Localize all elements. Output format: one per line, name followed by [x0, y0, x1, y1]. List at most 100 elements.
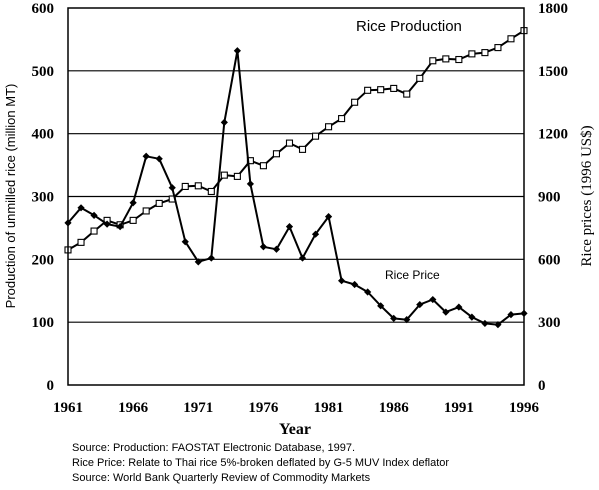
y-tick-label-left: 600 [32, 1, 55, 17]
y-tick-label-left: 400 [32, 127, 55, 143]
y-tick-label-right: 1800 [538, 1, 568, 17]
source-notes: Source: Production: FAOSTAT Electronic D… [72, 441, 449, 486]
source-note: Source: World Bank Quarterly Review of C… [72, 472, 371, 484]
production-point [429, 57, 437, 65]
y-tick-label-left: 200 [32, 252, 55, 268]
price-point [377, 302, 385, 310]
rice-chart: 0 100 200 300 400 500 600 0 300 600 900 1200 1500 18… [3, 1, 595, 438]
production-point [455, 55, 463, 64]
x-axis-ticks: 1961 1966 1971 1976 1981 1986 1991 1996 [53, 400, 540, 416]
x-tick-label: 1981 [314, 400, 344, 416]
price-point [390, 314, 398, 322]
x-tick-label: 1986 [379, 400, 410, 416]
production-point [351, 98, 359, 106]
price-point [311, 230, 320, 238]
left-axis-ticks: 0 100 200 300 400 500 600 [32, 1, 55, 394]
y-tick-label-left: 0 [47, 378, 55, 394]
x-tick-label: 1976 [248, 400, 279, 416]
production-point [325, 123, 333, 131]
production-point [259, 162, 267, 170]
price-point [455, 303, 463, 311]
source-note: Source: Production: FAOSTAT Electronic D… [72, 442, 356, 454]
production-point [468, 50, 476, 58]
production-point [285, 139, 294, 147]
x-tick-label: 1966 [118, 400, 149, 416]
y-tick-label-right: 1500 [538, 64, 568, 80]
price-point [468, 313, 476, 321]
price-annotation: Rice Price [385, 268, 440, 282]
y-axis-title-left: Production of unmilled rice (million MT) [3, 84, 18, 309]
price-point [246, 180, 254, 188]
production-point [298, 145, 307, 153]
y-tick-label-left: 300 [32, 190, 55, 206]
y-axis-title-right: Rice prices (1996 US$) [579, 125, 595, 266]
price-point [338, 277, 346, 285]
production-point [194, 182, 202, 190]
price-point [116, 223, 124, 231]
price-point [77, 204, 85, 212]
price-point [220, 118, 228, 126]
production-point [494, 44, 502, 52]
price-point [298, 254, 307, 262]
x-tick-label: 1961 [53, 400, 83, 416]
production-point [442, 55, 450, 63]
price-point [259, 243, 268, 251]
y-tick-label-right: 1200 [538, 127, 568, 143]
price-point [403, 316, 411, 324]
production-point [90, 227, 98, 235]
price-point [324, 213, 333, 221]
production-point [481, 49, 489, 57]
production-point [142, 207, 150, 215]
price-point [494, 321, 502, 329]
production-point [181, 182, 189, 190]
y-tick-label-right: 300 [538, 315, 561, 331]
gridlines [68, 70, 524, 323]
production-point [272, 150, 281, 158]
production-point [129, 216, 137, 224]
price-point [351, 280, 359, 289]
x-axis-title: Year [279, 421, 311, 438]
price-point [155, 155, 163, 163]
production-point [77, 238, 85, 246]
price-point [168, 184, 176, 192]
y-tick-label-right: 0 [538, 378, 546, 394]
y-tick-label-left: 100 [32, 315, 55, 331]
y-tick-label-right: 900 [538, 190, 561, 206]
price-point [181, 238, 189, 246]
price-point [442, 308, 450, 316]
price-point [103, 220, 111, 228]
x-tick-label: 1996 [509, 400, 540, 416]
production-point [233, 172, 241, 180]
right-axis-ticks: 0 300 600 900 1200 1500 1800 [538, 1, 568, 394]
price-point [429, 295, 437, 304]
price-point [90, 211, 98, 219]
production-point [416, 74, 424, 82]
plot-frame [67, 7, 525, 386]
production-point [155, 199, 163, 207]
price-point [233, 47, 241, 55]
y-tick-label-left: 500 [32, 64, 55, 80]
production-point [390, 84, 398, 92]
price-point [207, 254, 215, 262]
price-point [364, 288, 372, 296]
production-point [364, 86, 372, 94]
price-point [194, 258, 202, 266]
production-point [220, 171, 228, 179]
production-point [507, 35, 515, 43]
y-tick-label-right: 600 [538, 252, 561, 268]
production-point [338, 115, 346, 123]
production-annotation: Rice Production [356, 18, 462, 35]
production-point [377, 86, 385, 94]
source-note: Rice Price: Relate to Thai rice 5%-broke… [72, 457, 450, 469]
series-line-2 [67, 49, 525, 326]
production-point [311, 132, 320, 140]
price-point [129, 199, 137, 207]
price-point [416, 300, 424, 309]
price-point [142, 152, 150, 160]
price-point [272, 245, 281, 253]
x-tick-label: 1971 [183, 400, 213, 416]
production-point [207, 187, 215, 196]
price-point [507, 311, 515, 319]
price-point [481, 319, 489, 328]
price-point [285, 223, 294, 231]
